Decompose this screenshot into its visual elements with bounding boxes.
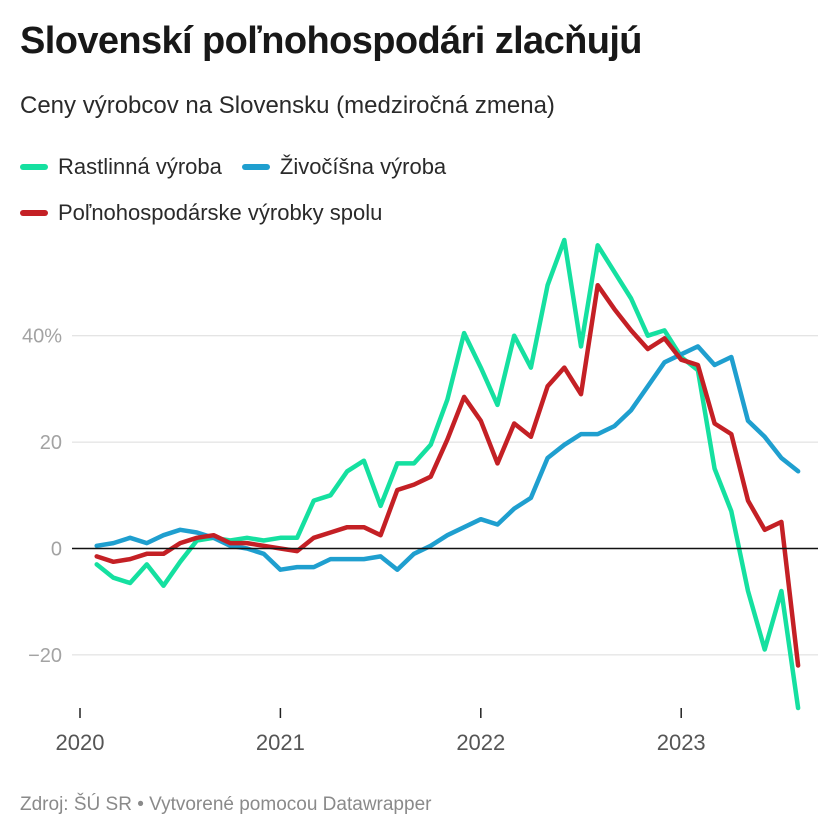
legend: Rastlinná výroba Živočíšna výroba Poľnoh… — [20, 150, 820, 242]
grid — [72, 335, 818, 656]
series-line-3 — [94, 282, 801, 668]
legend-item-rastlinna: Rastlinná výroba — [20, 154, 222, 180]
y-tick-label: 0 — [51, 538, 62, 560]
y-tick-label: 20 — [40, 432, 62, 454]
x-tick-label: 2023 — [657, 730, 706, 755]
y-tick-label: 40% — [22, 326, 62, 348]
x-tick-label: 2021 — [256, 730, 305, 755]
y-tick-label: −20 — [28, 645, 62, 667]
legend-label-zivocisna: Živočíšna výroba — [279, 154, 447, 179]
x-tick-label: 2022 — [456, 730, 505, 755]
legend-label-spolu: Poľnohospodárske výrobky spolu — [58, 200, 383, 225]
legend-item-zivocisna: Živočíšna výroba — [241, 154, 447, 180]
axis-ticks: 40% 20 0 −20 2020 2021 2022 2023 — [22, 326, 706, 755]
legend-swatch-spolu — [20, 210, 48, 216]
legend-swatch-zivocisna — [241, 164, 270, 170]
legend-swatch-rastlinna — [20, 164, 48, 170]
source-note: Zdroj: ŠÚ SR • Vytvorené pomocou Datawra… — [20, 794, 432, 815]
chart-subtitle: Ceny výrobcov na Slovensku (medziročná z… — [20, 92, 555, 119]
series-line-2 — [94, 344, 801, 572]
series-lines — [94, 237, 801, 711]
legend-row: Rastlinná výroba Živočíšna výroba — [20, 150, 820, 184]
chart-title: Slovenskí poľnohospodári zlacňujú — [20, 20, 643, 62]
x-tick-label: 2020 — [56, 730, 105, 755]
legend-label-rastlinna: Rastlinná výroba — [58, 154, 222, 179]
series-line-1 — [94, 237, 801, 711]
legend-item-spolu: Poľnohospodárske výrobky spolu — [20, 200, 382, 226]
legend-row: Poľnohospodárske výrobky spolu — [20, 196, 820, 230]
